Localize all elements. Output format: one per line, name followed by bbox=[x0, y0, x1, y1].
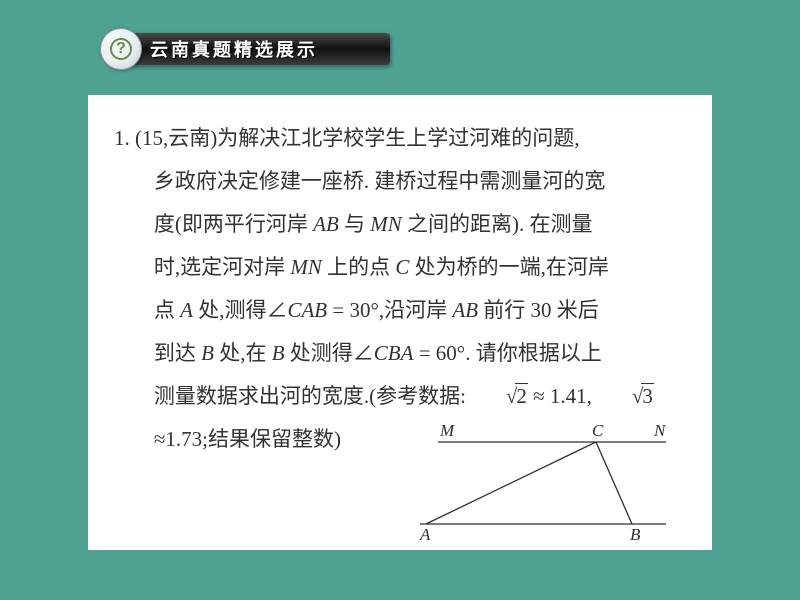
svg-text:N: N bbox=[653, 421, 667, 440]
problem-line: 乡政府决定修建一座桥. 建桥过程中需测量河的宽 bbox=[114, 160, 686, 203]
banner-bar: 云南真题精选展示 bbox=[128, 33, 390, 65]
svg-text:C: C bbox=[592, 421, 604, 440]
problem-line: 点 A 处,测得∠CAB = 30°,沿河岸 AB 前行 30 米后 bbox=[114, 289, 686, 332]
problem-line: 度(即两平行河岸 AB 与 MN 之间的距离). 在测量 bbox=[114, 203, 686, 246]
geometry-figure: M C N A B bbox=[412, 420, 680, 540]
svg-text:A: A bbox=[419, 525, 431, 540]
banner-title: 云南真题精选展示 bbox=[150, 36, 318, 62]
problem-line: 测量数据求出河的宽度.(参考数据:2 ≈ 1.41,3 bbox=[114, 375, 686, 418]
svg-text:B: B bbox=[630, 525, 641, 540]
section-banner: ? 云南真题精选展示 bbox=[100, 28, 390, 70]
problem-text: 1. (15,云南)为解决江北学校学生上学过河难的问题, 乡政府决定修建一座桥.… bbox=[114, 117, 686, 461]
problem-number: 1. (15,云南)为解决江北学校学生上学过河难的问题, bbox=[114, 126, 580, 150]
problem-card: 1. (15,云南)为解决江北学校学生上学过河难的问题, 乡政府决定修建一座桥.… bbox=[88, 95, 712, 550]
problem-line: 时,选定河对岸 MN 上的点 C 处为桥的一端,在河岸 bbox=[114, 246, 686, 289]
question-badge-icon: ? bbox=[100, 28, 142, 70]
problem-line: 到达 B 处,在 B 处测得∠CBA = 60°. 请你根据以上 bbox=[114, 332, 686, 375]
svg-text:M: M bbox=[439, 421, 455, 440]
sqrt3: 3 bbox=[592, 375, 654, 418]
question-mark: ? bbox=[110, 38, 132, 60]
sqrt2: 2 bbox=[466, 375, 528, 418]
